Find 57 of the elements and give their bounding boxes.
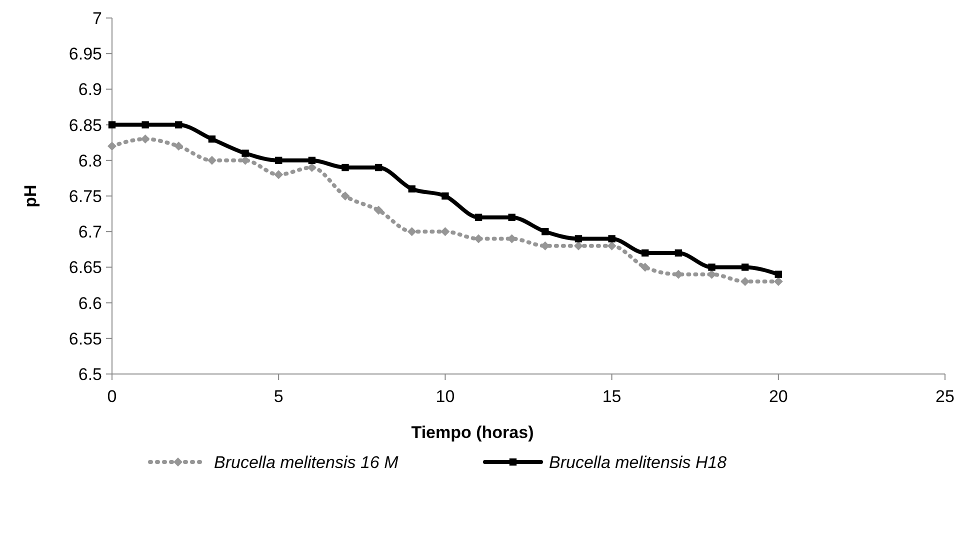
point (574, 241, 583, 250)
y-tick-label: 6.65 (68, 258, 102, 278)
point (274, 170, 284, 180)
point (174, 142, 184, 151)
x-tick-label: 0 (107, 387, 117, 406)
point (242, 150, 249, 157)
point (407, 227, 416, 236)
x-tick-label: 20 (768, 387, 788, 406)
point (774, 276, 783, 286)
point (208, 135, 216, 143)
point (207, 156, 216, 165)
point (440, 227, 450, 236)
point (108, 142, 116, 151)
y-tick-label: 6.6 (78, 294, 102, 313)
x-tick-label: 10 (436, 387, 455, 406)
point (708, 264, 716, 271)
y-axis-title: pH (21, 184, 40, 208)
point (340, 192, 350, 200)
point (574, 235, 582, 242)
point (607, 241, 616, 250)
point (474, 234, 484, 244)
x-tick-label: 15 (602, 387, 622, 406)
legend-label: Brucella melitensis 16 M (214, 453, 400, 472)
point (374, 164, 382, 172)
point (140, 134, 150, 144)
y-tick-label: 6.55 (68, 329, 102, 348)
y-tick-label: 6.7 (78, 222, 102, 242)
y-tick-label: 6.95 (68, 44, 102, 64)
point (308, 156, 316, 164)
point (374, 206, 384, 215)
point (508, 214, 516, 221)
legend-label: Brucella melitensis H18 (549, 453, 728, 472)
y-tick-label: 7 (92, 8, 102, 28)
point (774, 270, 782, 278)
point (542, 228, 549, 236)
point (408, 185, 416, 192)
point (307, 163, 316, 172)
point (674, 249, 682, 257)
point (642, 249, 649, 257)
y-tick-label: 6.5 (78, 364, 102, 384)
point (608, 235, 616, 242)
x-axis-title: Tiempo (horas) (411, 423, 534, 442)
point (275, 156, 282, 164)
point (474, 214, 482, 221)
point (342, 164, 349, 172)
point (175, 121, 182, 128)
point (108, 121, 116, 128)
x-tick-label: 25 (936, 387, 954, 406)
point (741, 264, 749, 271)
point (142, 121, 149, 128)
x-tick-label: 5 (274, 387, 284, 406)
point (442, 192, 449, 200)
point (640, 262, 650, 272)
y-tick-label: 6.8 (78, 151, 102, 170)
y-tick-label: 6.85 (68, 116, 102, 135)
y-tick-label: 6.75 (68, 186, 102, 206)
y-tick-label: 6.9 (78, 80, 102, 100)
